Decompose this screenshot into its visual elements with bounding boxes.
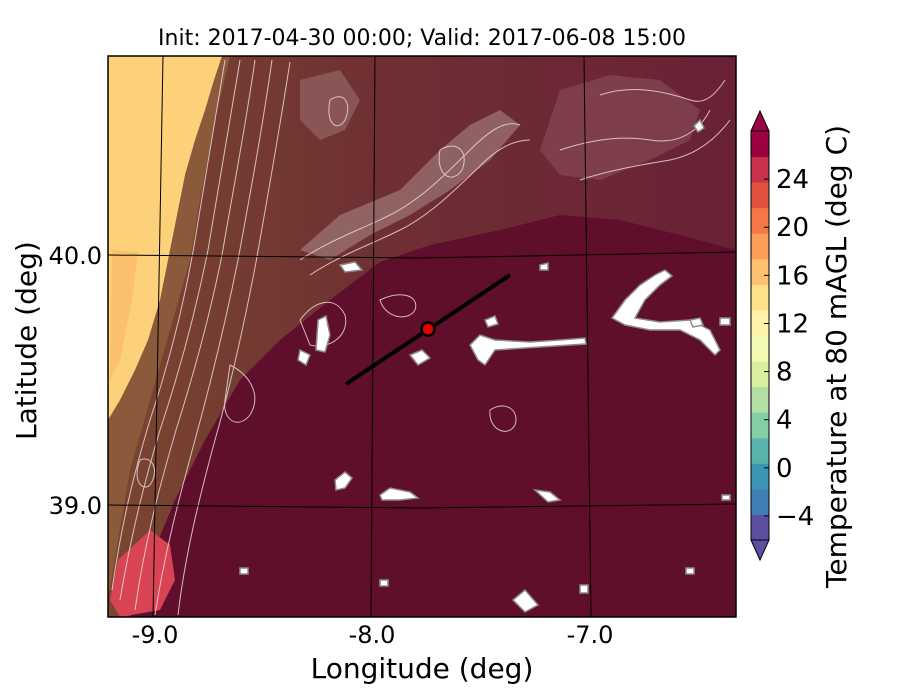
colorbar-band <box>751 233 769 260</box>
colorbar-band <box>751 258 769 285</box>
colorbar-tick-label: 4 <box>776 406 793 436</box>
colorbar-band <box>751 488 769 515</box>
y-tick-label: 40.0 <box>49 242 102 270</box>
colorbar-band <box>751 386 769 413</box>
map-frame <box>107 55 737 618</box>
colorbar-label: Temperature at 80 mAGL (deg C) <box>820 124 853 588</box>
coastal-shallow <box>110 250 138 380</box>
colorbar-bands <box>751 131 769 541</box>
highland-region <box>108 56 736 617</box>
mountain-ridge-north <box>540 75 700 180</box>
colorbar-band <box>751 437 769 464</box>
colorbar-tick-label: 24 <box>776 165 809 195</box>
mountain-north-west <box>300 70 360 140</box>
colorbar-band <box>751 182 769 209</box>
colorbar-tick-label: 12 <box>776 309 809 339</box>
colorbar-band <box>751 309 769 336</box>
colorbar-band <box>751 156 769 183</box>
x-axis-label: Longitude (deg) <box>310 652 534 685</box>
colorbar-tick-label: 8 <box>776 358 793 388</box>
colorbar-tick-label: 20 <box>776 213 809 243</box>
colorbar: −4 0 4 8 12 16 20 24 <box>750 109 814 562</box>
colorbar-min-arrow <box>750 539 770 562</box>
y-tick-label: 39.0 <box>49 492 102 520</box>
mountain-ridge <box>300 110 520 260</box>
colorbar-band <box>751 207 769 234</box>
map-title: Init: 2017-04-30 00:00; Valid: 2017-06-0… <box>158 26 686 51</box>
masked-patches <box>239 118 731 613</box>
colorbar-band <box>751 361 769 388</box>
ocean-area <box>108 56 222 420</box>
x-tick-label: -7.0 <box>567 621 614 649</box>
colorbar-tick-label: 0 <box>776 454 793 484</box>
y-axis-label: Latitude (deg) <box>10 241 43 440</box>
colorbar-tick-label: −4 <box>776 502 814 532</box>
colorbar-max-arrow <box>750 109 770 132</box>
colorbar-band <box>751 463 769 490</box>
colorbar-tick-label: 16 <box>776 261 809 291</box>
colorbar-band <box>751 514 769 541</box>
colorbar-band <box>751 131 769 158</box>
colorbar-band <box>751 284 769 311</box>
colorbar-band <box>751 412 769 439</box>
x-tick-label: -9.0 <box>132 621 179 649</box>
x-tick-label: -8.0 <box>349 621 396 649</box>
site-marker <box>420 321 436 337</box>
colorbar-band <box>751 335 769 362</box>
colorbar-ticks: −4 0 4 8 12 16 20 24 <box>764 165 814 532</box>
colorbar-frame <box>750 130 770 541</box>
temperature-contours <box>111 59 731 616</box>
graticule-lines <box>108 56 736 617</box>
